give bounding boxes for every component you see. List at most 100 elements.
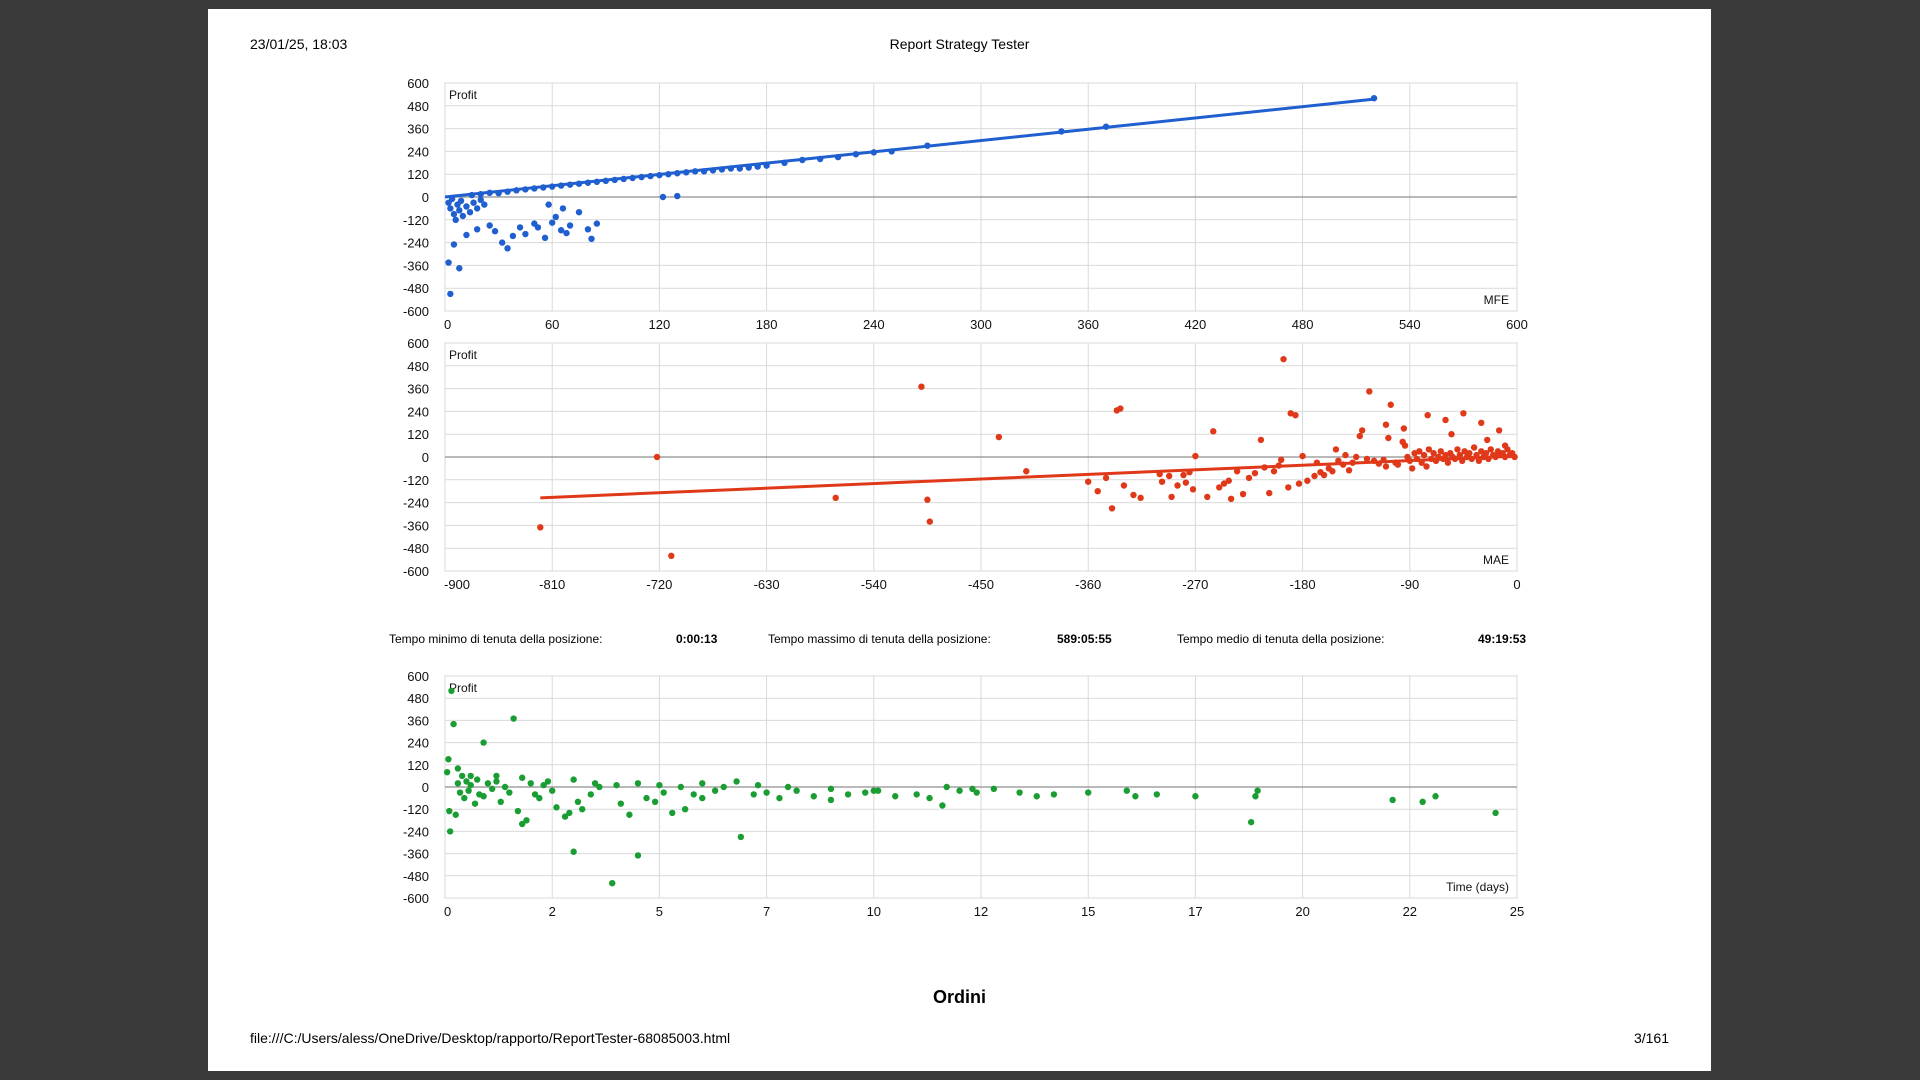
data-point (634, 852, 642, 859)
trend-line (444, 97, 1375, 199)
data-point (1482, 450, 1490, 457)
data-point (1270, 468, 1278, 475)
data-point (832, 494, 839, 502)
data-point (1257, 436, 1265, 444)
y-tick-label: -480 (403, 281, 429, 296)
data-point (504, 245, 511, 252)
x-tick-label: 0 (444, 317, 451, 332)
data-point (969, 785, 976, 793)
data-point (810, 793, 817, 800)
data-point (862, 789, 869, 796)
y-tick-label: 240 (407, 404, 429, 419)
data-point (481, 201, 488, 208)
data-point (531, 791, 539, 798)
x-tick-label: -810 (539, 577, 565, 592)
chart-2: -900 -810 -720 -630 -540 -450 -360 -270 -180 -90 0… (403, 336, 1521, 592)
data-point (557, 227, 565, 234)
data-point (609, 880, 616, 887)
data-point (643, 794, 650, 802)
section-title-orders: Ordini (933, 987, 986, 1007)
data-point (456, 265, 463, 272)
x-tick-label: 0 (1513, 577, 1520, 592)
x-tick-label: 7 (763, 904, 770, 919)
data-point (1227, 495, 1235, 502)
data-point (448, 687, 455, 694)
data-point (674, 192, 681, 200)
x-tick-label: 2 (549, 904, 556, 919)
data-point (776, 794, 783, 802)
data-point (1408, 465, 1416, 472)
data-point (1304, 477, 1311, 484)
data-point (892, 793, 899, 800)
x-tick-label: 480 (1292, 317, 1314, 332)
data-point (488, 785, 496, 793)
data-point (463, 778, 470, 785)
x-tick-label: 0 (444, 904, 451, 919)
data-point (763, 789, 770, 796)
y-tick-label: 600 (407, 669, 429, 684)
data-point (463, 203, 470, 210)
data-point (450, 210, 458, 218)
data-point (544, 778, 552, 785)
data-point (1252, 793, 1259, 800)
data-point (1292, 412, 1299, 419)
data-point (498, 239, 506, 246)
data-point (1416, 448, 1423, 455)
x-tick-label: 22 (1403, 904, 1417, 919)
data-point (561, 813, 569, 820)
data-point (549, 219, 556, 226)
data-point (458, 772, 466, 780)
data-point (461, 794, 468, 802)
data-point (491, 228, 499, 235)
data-point (1484, 436, 1491, 444)
data-point (1085, 789, 1092, 796)
data-point (566, 809, 573, 817)
chart-3: 0 2 5 7 10 12 15 17 20 22 256004803602401200-120-2… (403, 669, 1524, 919)
x-tick-label: 60 (545, 317, 559, 332)
max-hold-value: 589:05:55 (1057, 632, 1112, 646)
x-tick-label: -540 (861, 577, 887, 592)
data-point (1389, 796, 1396, 804)
data-point (584, 226, 592, 233)
data-point (827, 785, 835, 793)
data-point (452, 216, 459, 223)
data-point (447, 290, 454, 298)
data-point (545, 201, 552, 208)
data-point (1382, 421, 1390, 428)
data-point (943, 783, 950, 791)
y-tick-label: -480 (403, 541, 429, 556)
data-point (480, 793, 487, 800)
data-point (1425, 446, 1433, 453)
data-point (1123, 787, 1130, 794)
data-point (750, 791, 757, 798)
y-tick-label: -240 (403, 236, 429, 251)
data-point (737, 833, 745, 841)
data-point (1285, 484, 1292, 491)
avg-hold-label: Tempo medio di tenuta della posizione: (1177, 632, 1385, 646)
y-tick-label: 240 (407, 736, 429, 751)
data-point (445, 259, 452, 266)
data-point (1277, 456, 1285, 464)
data-point (446, 807, 453, 815)
data-point (668, 552, 675, 559)
data-point (690, 791, 697, 798)
data-point (467, 772, 474, 780)
x-tick-label: 420 (1185, 317, 1207, 332)
y-tick-label: 600 (407, 336, 429, 351)
x-tick-label: 10 (867, 904, 881, 919)
data-point (1085, 478, 1092, 485)
min-hold-label: Tempo minimo di tenuta della posizione: (389, 632, 603, 646)
y-tick-label: -600 (403, 891, 429, 906)
data-point (711, 787, 719, 794)
data-point (1400, 425, 1408, 432)
data-point (467, 781, 474, 789)
data-point (784, 783, 792, 791)
data-point (699, 780, 706, 787)
x-axis-label: Time (days) (1446, 880, 1509, 894)
data-point (509, 232, 517, 240)
data-point (459, 212, 467, 220)
data-point (973, 789, 980, 796)
data-point (1120, 482, 1128, 489)
y-axis-label: Profit (449, 681, 478, 695)
data-point (1401, 442, 1409, 449)
